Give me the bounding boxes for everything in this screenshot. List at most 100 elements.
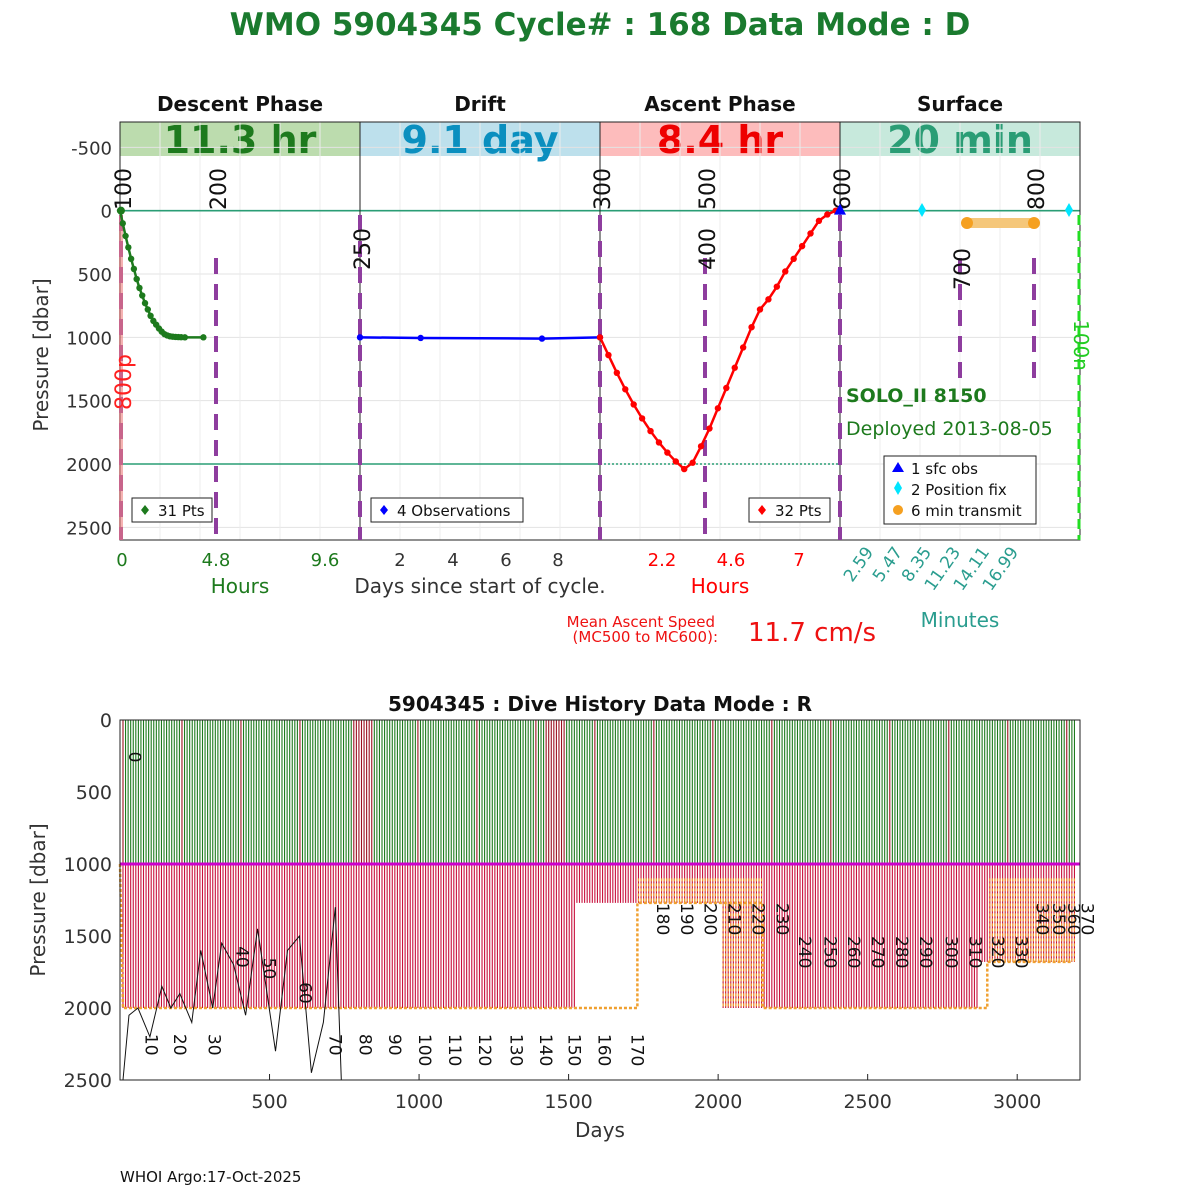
marker-number-label: 700	[951, 248, 976, 290]
ascent-point	[681, 465, 688, 473]
ascent-point	[723, 384, 730, 392]
surface-x-tick-label: 2.59	[840, 543, 878, 585]
bottom-x-tick-label: 1000	[395, 1091, 443, 1113]
dive-history-bars: 5904345 : Dive History Data Mode : R	[118, 692, 1080, 1081]
float-model-label: SOLO_II 8150	[846, 385, 987, 407]
top-legends: 31 Pts 4 Observations 32 Pts 1 sfc obs 2 Pos…	[131, 385, 1053, 648]
marker-number-label: 400	[696, 228, 721, 270]
drift-point	[538, 335, 546, 342]
phase-markers: 100 200 250 300 400 500 600 700 800 800p 100n	[112, 168, 1093, 540]
top-y-tick-label: 1000	[66, 328, 112, 349]
bottom-y-tick-label: 500	[76, 782, 112, 804]
ascent-point	[714, 405, 722, 412]
ascent-point	[697, 443, 705, 450]
cycle-number-label: 290	[915, 936, 935, 968]
transmit-endpoint	[1028, 217, 1040, 229]
bottom-y-axis-label: Pressure [dbar]	[26, 823, 50, 976]
surface-legend-text: 1 sfc obs	[911, 460, 978, 478]
cycle-number-label: 210	[724, 903, 744, 935]
bottom-x-tick-label: 1500	[544, 1091, 592, 1113]
cycle-number-label: 220	[748, 903, 768, 935]
legend-box	[370, 497, 524, 523]
mean-speed-caption: Mean Ascent Speed	[567, 613, 715, 631]
phase-name-label: Surface	[917, 92, 1003, 116]
bottom-x-tick-label: 3000	[993, 1091, 1041, 1113]
marker-number-label: 200	[207, 168, 232, 210]
cycle-number-label: 260	[843, 936, 863, 968]
position-fix-marker	[1065, 203, 1073, 217]
ascent-point	[664, 449, 671, 456]
cycle-number-label: 30	[203, 1034, 223, 1056]
descent-point	[144, 306, 151, 313]
ascent-point	[748, 324, 755, 331]
drift-point	[356, 334, 364, 341]
descent-x-axis-label: Hours	[211, 574, 270, 598]
legend-text: 31 Pts	[158, 502, 205, 520]
cycle-number-label: 300	[940, 936, 960, 968]
drift-x-tick-label: 4	[447, 550, 458, 571]
bottom-y-tick-label: 1000	[64, 854, 112, 876]
surface-x-axis-label: Minutes	[921, 608, 1000, 632]
cycle-number-label: 80	[354, 1034, 374, 1056]
cycle-number-label: 180	[652, 903, 672, 935]
surface-obs-marker	[834, 203, 846, 215]
top-y-tick-label: 500	[78, 265, 112, 286]
top-y-axis-label: Pressure [dbar]	[29, 278, 53, 431]
cycle-number-labels: 0 10 20 30 40 50 60 70 80 90 100 110 120 130 140 150 160…	[124, 752, 1097, 1067]
descent-point	[133, 275, 140, 283]
cycle-number-label: 140	[535, 1034, 555, 1066]
descent-point	[127, 255, 135, 262]
cycle-number-label: 120	[474, 1034, 494, 1066]
top-y-tick-label: -500	[71, 138, 112, 159]
phase-name-label: Descent Phase	[157, 92, 323, 116]
surface-legend-marker	[894, 481, 902, 495]
descent-point	[139, 292, 146, 299]
drift-x-tick-label: 8	[552, 550, 563, 571]
cycle-number-label: 360	[1063, 903, 1083, 935]
cycle-number-label: 70	[324, 1034, 344, 1056]
bottom-y-tick-label: 2500	[64, 1070, 112, 1092]
mean-speed-value: 11.7 cm/s	[748, 618, 876, 648]
surface-legend-box	[883, 455, 1037, 525]
deployment-date-label: Deployed 2013-08-05	[846, 418, 1053, 440]
position-fix-marker	[918, 203, 926, 217]
legend-text: 32 Pts	[775, 502, 822, 520]
ascent-point	[782, 268, 789, 275]
ascent-point	[638, 415, 646, 422]
drift-line	[359, 336, 601, 340]
legend-marker	[380, 505, 388, 515]
ascent-point	[824, 211, 831, 218]
ascent-x-tick-label: 2.2	[648, 550, 677, 571]
legend-text: 4 Observations	[397, 502, 511, 520]
cycle-number-label: 0	[124, 752, 144, 763]
marker-number-label: 300	[591, 168, 616, 210]
ascent-point	[807, 230, 814, 237]
ascent-x-tick-label: 4.6	[717, 550, 746, 571]
dive-history-title: 5904345 : Dive History Data Mode : R	[388, 692, 812, 716]
descent-point	[200, 334, 207, 341]
ascent-point	[765, 296, 772, 303]
ascent-x-tick-label: 7	[793, 550, 804, 571]
cycle-number-label: 190	[676, 903, 696, 935]
marker-number-label: 600	[831, 168, 856, 210]
marker-number-label: 800	[1025, 168, 1050, 210]
cycle-number-label: 110	[444, 1034, 464, 1066]
ascent-point	[655, 439, 663, 446]
dive-history-chart: 5904345 : Dive History Data Mode : R 0 50…	[26, 692, 1097, 1142]
ascent-point	[647, 427, 654, 435]
phase-name-label: Drift	[454, 92, 506, 116]
ascent-point	[790, 255, 797, 262]
cycle-number-label: 320	[987, 936, 1007, 968]
bottom-y-tick-label: 2000	[64, 998, 112, 1020]
cycle-number-label: 250	[819, 936, 839, 968]
bottom-y-tick-label: 0	[100, 710, 112, 732]
cycle-number-label: 40	[232, 946, 252, 968]
cycle-number-label: 100	[414, 1034, 434, 1066]
top-y-tick-label: 0	[101, 202, 112, 223]
cycle-number-label: 150	[564, 1034, 584, 1066]
marker-number-label: 500	[696, 168, 721, 210]
cycle-number-label: 370	[1077, 903, 1097, 935]
footer-credit: WHOI Argo:17-Oct-2025	[120, 1168, 301, 1186]
descent-point	[122, 232, 129, 240]
